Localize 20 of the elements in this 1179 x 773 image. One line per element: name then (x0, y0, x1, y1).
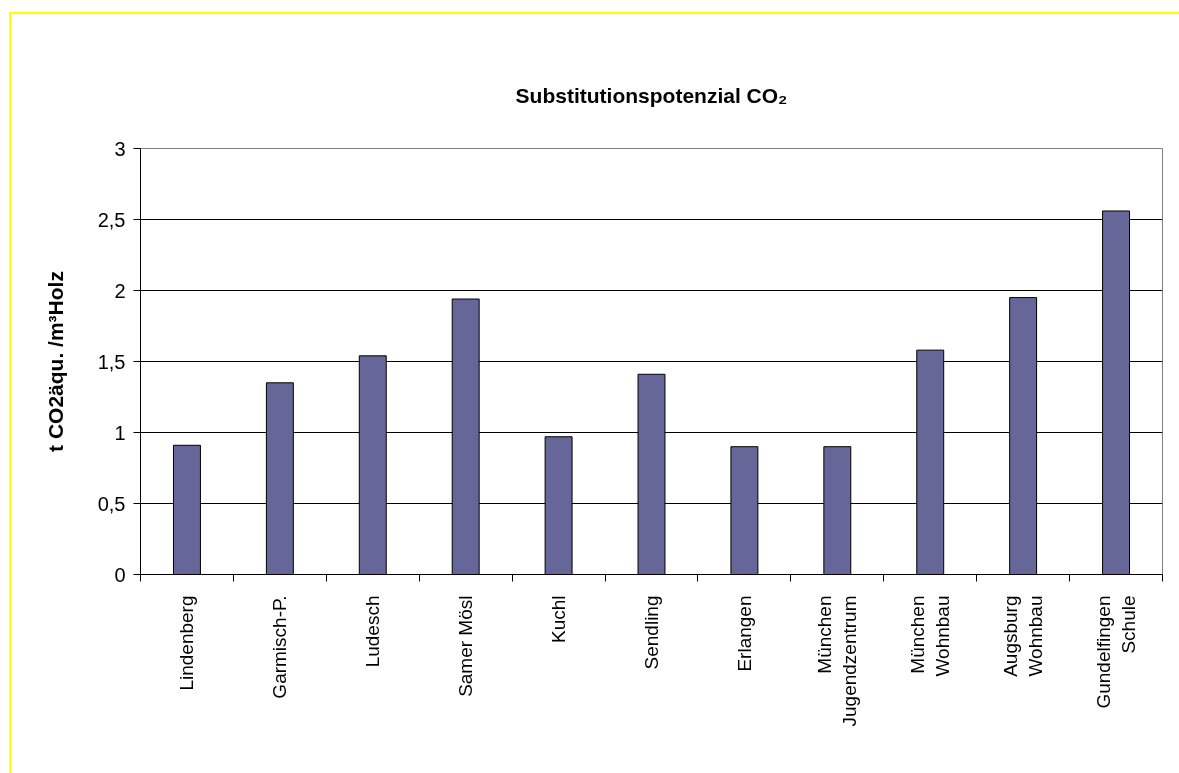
x-tick-label: Gundelfingen Schule (1092, 595, 1140, 709)
x-tick-label: Lindenberg (176, 595, 198, 691)
x-tick-label: Ludesch (362, 595, 384, 668)
y-tick-label: 2,5 (97, 208, 126, 231)
y-tick-label: 2 (114, 279, 126, 302)
x-tick-label: München Wohnbau (907, 595, 954, 677)
y-tick-label: 3 (114, 137, 126, 160)
y-tick-label: 1 (114, 421, 126, 444)
x-tick-label: Samer Mösl (455, 595, 477, 697)
x-tick-label: Kuchl (548, 595, 570, 644)
x-tick-label: Erlangen (733, 595, 755, 672)
x-tick-label: Sendling (641, 595, 662, 670)
chart-title: Substitutionspotenzial CO₂ (515, 83, 788, 107)
y-tick-label: 0,5 (97, 492, 126, 515)
y-tick-label: 1,5 (97, 350, 126, 373)
y-axis-title: t CO2äqu. /m³Holz (43, 271, 67, 452)
x-tick-label: Augsburg Wohnbau (1000, 595, 1047, 677)
x-tick-label: Garmisch-P. (269, 595, 291, 699)
x-tick-label: München Jugendzentrum (814, 595, 861, 727)
y-tick-label: 0 (114, 563, 126, 586)
